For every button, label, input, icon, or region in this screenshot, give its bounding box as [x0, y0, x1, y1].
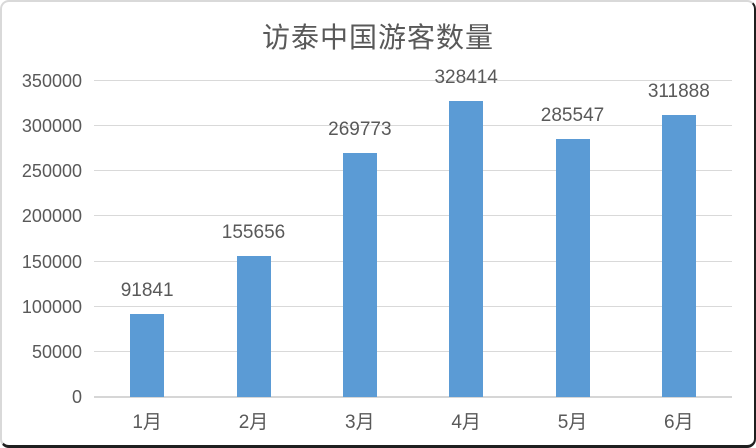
x-tick-label: 6月: [664, 412, 694, 433]
bar-2月: [236, 256, 271, 397]
bar-3月: [342, 153, 377, 397]
x-tick-label: 3月: [345, 412, 375, 433]
chart-title: 访泰中国游客数量: [261, 21, 494, 54]
y-tick-label: 250000: [21, 161, 82, 182]
x-axis-line: [94, 396, 732, 398]
y-tick-label: 0: [71, 387, 82, 407]
gridline: [94, 215, 732, 217]
y-tick-label: 50000: [31, 341, 82, 362]
y-tick-label: 300000: [21, 116, 82, 137]
data-label: 311888: [647, 81, 710, 103]
plot-area: 91841 155656 269773 328414 285547 311888: [94, 67, 732, 398]
x-tick-label: 4月: [451, 412, 481, 433]
y-tick-label: 150000: [21, 251, 82, 272]
data-label: 328414: [434, 66, 498, 88]
data-label: 155656: [221, 222, 286, 244]
bar-5月: [555, 139, 590, 397]
gridline: [94, 305, 732, 307]
gridline: [94, 80, 732, 81]
data-label: 269773: [328, 119, 392, 141]
gridline: [94, 260, 732, 262]
x-tick-label: 2月: [238, 412, 269, 433]
y-tick-label: 100000: [21, 296, 82, 317]
bar-4月: [449, 100, 484, 397]
x-tick-label: 1月: [132, 412, 162, 433]
y-tick-label: 350000: [21, 71, 82, 91]
data-label: 91841: [120, 280, 174, 302]
y-tick-label: 200000: [21, 206, 82, 227]
gridline: [94, 350, 732, 352]
bar-1月: [130, 314, 165, 397]
data-label: 285547: [540, 105, 605, 127]
gridline: [94, 170, 732, 172]
x-tick-label: 5月: [557, 412, 588, 433]
gridline: [94, 125, 732, 127]
bar-6月: [661, 115, 696, 397]
